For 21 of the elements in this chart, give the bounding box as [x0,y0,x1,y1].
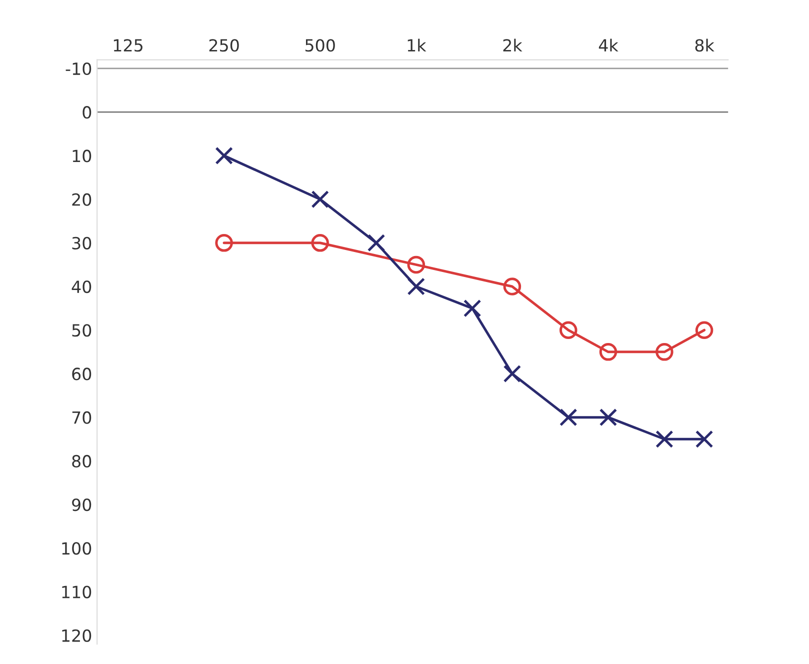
y-tick-label: 30 [72,236,92,250]
y-tick-label: 80 [72,454,92,468]
y-tick-label: 60 [72,368,92,380]
x-tick-label: 500 [305,39,335,52]
x-tick-label: 8k [695,38,714,52]
y-tick-label: 90 [72,498,92,512]
x-tick-label: 250 [209,39,239,52]
y-tick-label: 50 [72,324,92,337]
y-tick-label: -10 [66,62,92,76]
y-tick-label: 20 [72,193,92,206]
x-tick-label: 2k [503,38,522,52]
y-tick-label: 70 [72,411,92,424]
y-tick-label: 110 [62,586,92,598]
x-tick-label: 4k [598,38,618,52]
y-tick-label: 0 [82,106,92,119]
y-tick-label: 40 [72,280,92,294]
x-tick-label: 1k [408,38,426,52]
y-tick-label: 100 [62,542,92,555]
y-tick-label: 120 [62,629,92,642]
x-tick-label: 125 [114,39,142,52]
y-tick-label: 10 [72,150,92,162]
